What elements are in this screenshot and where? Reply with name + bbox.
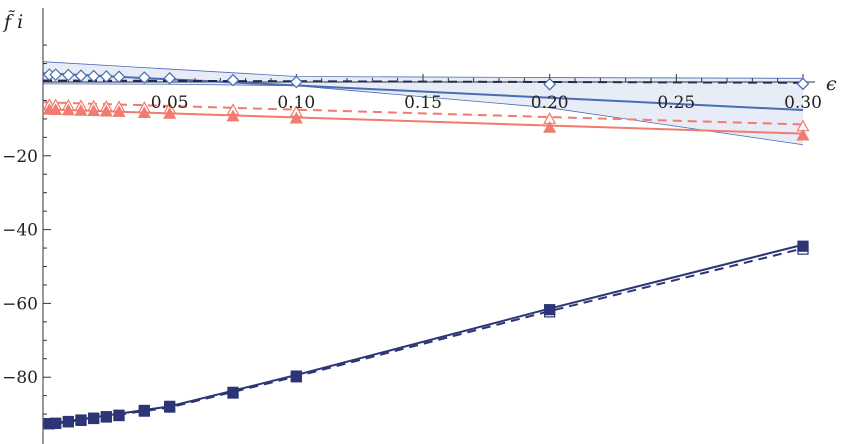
diamond-marker [543,77,557,91]
triangle-marker-filled [226,109,240,122]
y-tick-label: −40 [2,221,38,241]
triangle-marker-filled [137,106,151,118]
x-tick-label: 0.30 [784,93,822,113]
triangle-marker-filled [49,103,63,116]
diamond-marker [289,75,303,89]
triangle-marker-filled [289,111,303,124]
square-marker-filled [50,417,62,429]
data-points [42,68,810,430]
diamond-marker [99,70,113,83]
square-marker-filled [100,411,112,423]
tick-labels: 0.05 0.10 0.15 0.20 0.25 0.30 −20 −40 −60 −80 ϵ f̃ … [2,10,837,388]
x-tick-label: 0.20 [531,93,569,113]
y-tick-label: −20 [2,147,38,167]
y-tick-label: −60 [2,294,38,314]
triangle-marker-filled [74,104,88,116]
square-marker-filled [164,400,176,412]
fit-line-dashed [42,247,804,427]
square-marker-filled [227,386,239,398]
square-marker-filled [138,404,150,417]
diamond-marker [112,70,126,84]
diamond-marker [61,68,75,82]
triangle-marker-filled [87,104,101,117]
x-tick-label: 0.10 [277,93,315,113]
diamond-marker [49,68,63,81]
triangle-marker-filled [543,121,557,133]
diamond-marker [226,73,240,87]
fit-line-solid [42,243,804,426]
x-tick-label: 0.15 [404,93,442,113]
square-marker-filled [544,304,556,316]
square-marker-filled [797,240,809,252]
y-tick-label: −80 [2,368,38,388]
diamond-marker [74,69,88,83]
square-marker-filled [290,370,302,382]
diamond-marker [137,71,151,84]
triangle-marker-filled [112,105,126,117]
x-axis-label: ϵ [826,73,837,95]
x-tick-label: 0.05 [151,93,189,113]
triangle-marker-filled [99,104,113,117]
square-marker-filled [62,415,74,428]
diamond-marker [87,69,101,83]
triangle-marker-filled [61,103,75,116]
diamond-marker [796,77,810,91]
square-marker-filled [113,409,125,421]
triangle-marker-filled [796,128,810,141]
diamond-marker [163,71,177,85]
y-axis-label: f̃ i [2,10,23,33]
triangle-marker-filled [163,106,177,119]
square-marker-filled [88,412,100,424]
x-tick-label: 0.25 [657,93,695,113]
square-marker-filled [75,414,87,426]
